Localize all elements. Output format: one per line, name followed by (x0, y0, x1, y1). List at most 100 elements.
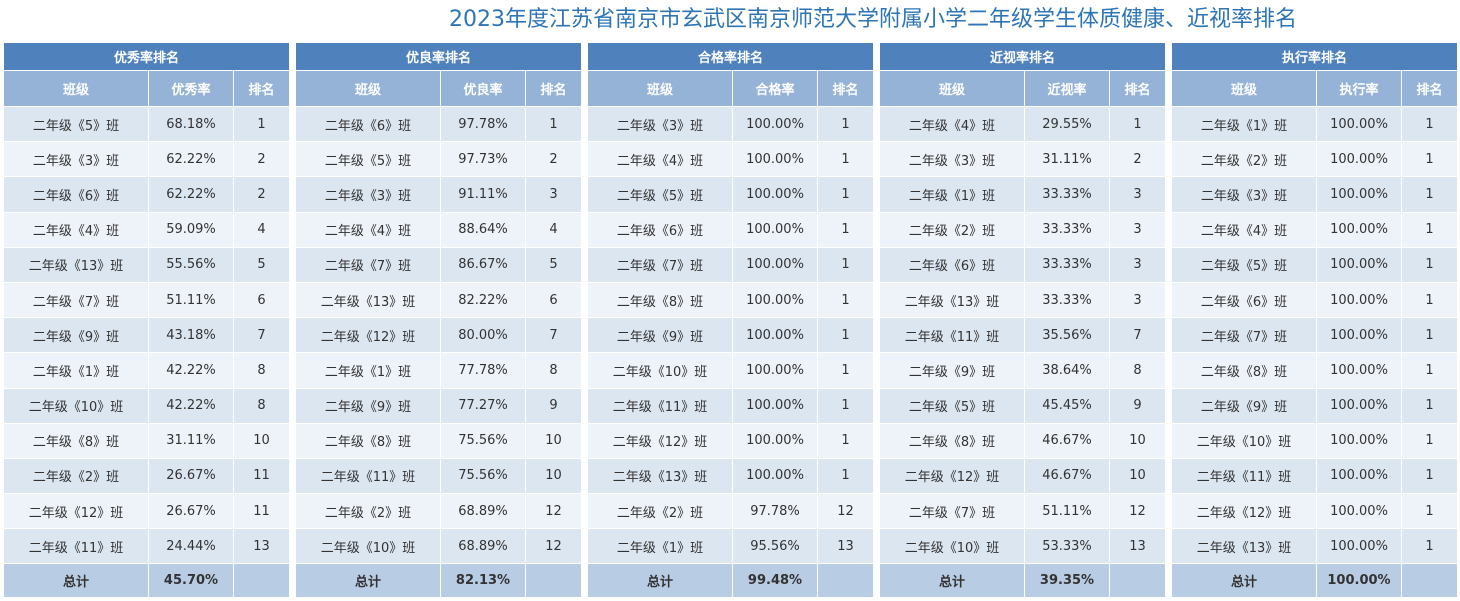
total-label: 总计 (879, 563, 1025, 599)
class-cell: 二年级《10》班 (3, 387, 149, 424)
table-row: 二年级《13》班 55.56% 5 (3, 246, 291, 283)
class-cell: 二年级《13》班 (879, 281, 1025, 319)
class-cell: 二年级《10》班 (879, 528, 1025, 565)
total-rate: 45.70% (148, 563, 234, 599)
rank-cell: 12 (524, 493, 583, 530)
table-row: 二年级《1》班 100.00% 1 (1171, 105, 1459, 143)
class-cell: 二年级《1》班 (587, 528, 733, 565)
rate-cell: 100.00% (732, 317, 818, 354)
rate-cell: 100.00% (732, 387, 818, 424)
rate-cell: 24.44% (148, 528, 234, 565)
rank-cell: 1 (816, 141, 875, 178)
rate-cell: 100.00% (732, 176, 818, 213)
rank-cell: 7 (1108, 317, 1167, 354)
rank-cell: 1 (816, 352, 875, 389)
class-cell: 二年级《6》班 (1171, 281, 1317, 319)
table-row: 二年级《5》班 97.73% 2 (295, 141, 583, 178)
rank-cell: 1 (816, 176, 875, 213)
total-label: 总计 (3, 563, 149, 599)
rank-cell: 12 (816, 493, 875, 530)
class-cell: 二年级《9》班 (1171, 387, 1317, 424)
rate-cell: 42.22% (148, 352, 234, 389)
total-rank (1400, 563, 1459, 599)
total-row: 总计 99.48% (587, 563, 875, 599)
class-cell: 二年级《2》班 (587, 493, 733, 530)
total-rank (524, 563, 583, 599)
rate-cell: 100.00% (1316, 246, 1402, 283)
class-cell: 二年级《13》班 (3, 246, 149, 283)
rank-cell: 1 (1400, 141, 1459, 178)
rate-cell: 33.33% (1024, 281, 1110, 319)
rank-cell: 7 (524, 317, 583, 354)
rank-cell: 4 (524, 211, 583, 248)
table-row: 二年级《2》班 100.00% 1 (1171, 141, 1459, 178)
rate-cell: 100.00% (1316, 176, 1402, 213)
class-cell: 二年级《7》班 (295, 246, 441, 283)
table-row: 二年级《10》班 100.00% 1 (587, 352, 875, 389)
rate-cell: 33.33% (1024, 246, 1110, 283)
rate-cell: 75.56% (440, 422, 526, 459)
good-rate-panel: 优良率排名 班级 优良率 排名 二年级《6》班 97.78% 1 二年级《5》班 97.73% 2… (294, 42, 583, 599)
class-cell: 二年级《8》班 (587, 281, 733, 319)
rate-cell: 75.56% (440, 457, 526, 495)
total-row: 总计 45.70% (3, 563, 291, 599)
table-row: 二年级《1》班 42.22% 8 (3, 352, 291, 389)
class-cell: 二年级《2》班 (1171, 141, 1317, 178)
class-cell: 二年级《6》班 (295, 105, 441, 143)
table-row: 二年级《1》班 77.78% 8 (295, 352, 583, 389)
rate-cell: 33.33% (1024, 211, 1110, 248)
table-row: 二年级《9》班 43.18% 7 (3, 317, 291, 354)
rank-cell: 1 (1400, 317, 1459, 354)
table-row: 二年级《11》班 24.44% 13 (3, 528, 291, 565)
table-row: 二年级《2》班 26.67% 11 (3, 457, 291, 495)
class-cell: 二年级《3》班 (879, 141, 1025, 178)
table-row: 二年级《13》班 100.00% 1 (1171, 528, 1459, 565)
table-row: 二年级《12》班 100.00% 1 (587, 422, 875, 459)
ranking-table: 优良率排名 班级 优良率 排名 二年级《6》班 97.78% 1 二年级《5》班 97.73% 2… (294, 42, 583, 599)
rank-cell: 10 (524, 457, 583, 495)
rate-cell: 100.00% (1316, 211, 1402, 248)
rate-cell: 77.78% (440, 352, 526, 389)
rank-cell: 13 (816, 528, 875, 565)
rate-cell: 97.73% (440, 141, 526, 178)
class-cell: 二年级《12》班 (587, 422, 733, 459)
rate-cell: 100.00% (1316, 528, 1402, 565)
rate-cell: 26.67% (148, 457, 234, 495)
table-row: 二年级《2》班 33.33% 3 (879, 211, 1167, 248)
rank-cell: 1 (816, 387, 875, 424)
total-label: 总计 (1171, 563, 1317, 599)
column-header-rank: 排名 (524, 70, 583, 107)
class-cell: 二年级《12》班 (295, 317, 441, 354)
rate-cell: 100.00% (1316, 422, 1402, 459)
rank-cell: 3 (1108, 246, 1167, 283)
rate-cell: 80.00% (440, 317, 526, 354)
class-cell: 二年级《5》班 (1171, 246, 1317, 283)
rate-cell: 51.11% (148, 281, 234, 319)
rate-cell: 88.64% (440, 211, 526, 248)
class-cell: 二年级《7》班 (879, 493, 1025, 530)
column-header-rank: 排名 (816, 70, 875, 107)
rate-cell: 77.27% (440, 387, 526, 424)
class-cell: 二年级《5》班 (3, 105, 149, 143)
rate-cell: 100.00% (732, 211, 818, 248)
rate-cell: 100.00% (732, 105, 818, 143)
column-header-class: 班级 (3, 70, 149, 107)
table-row: 二年级《3》班 31.11% 2 (879, 141, 1167, 178)
rank-cell: 11 (232, 493, 291, 530)
rank-cell: 1 (1400, 493, 1459, 530)
class-cell: 二年级《8》班 (3, 422, 149, 459)
rank-cell: 4 (232, 211, 291, 248)
table-row: 二年级《1》班 33.33% 3 (879, 176, 1167, 213)
rate-cell: 100.00% (732, 246, 818, 283)
total-rank (1108, 563, 1167, 599)
table-row: 二年级《11》班 100.00% 1 (587, 387, 875, 424)
table-group-header: 合格率排名 (586, 42, 875, 71)
rank-cell: 1 (1400, 352, 1459, 389)
table-row: 二年级《13》班 82.22% 6 (295, 281, 583, 319)
column-header-rank: 排名 (232, 70, 291, 107)
rate-cell: 100.00% (1316, 387, 1402, 424)
rate-cell: 100.00% (732, 457, 818, 495)
rate-cell: 68.18% (148, 105, 234, 143)
rate-cell: 97.78% (732, 493, 818, 530)
column-header-class: 班级 (295, 70, 441, 107)
